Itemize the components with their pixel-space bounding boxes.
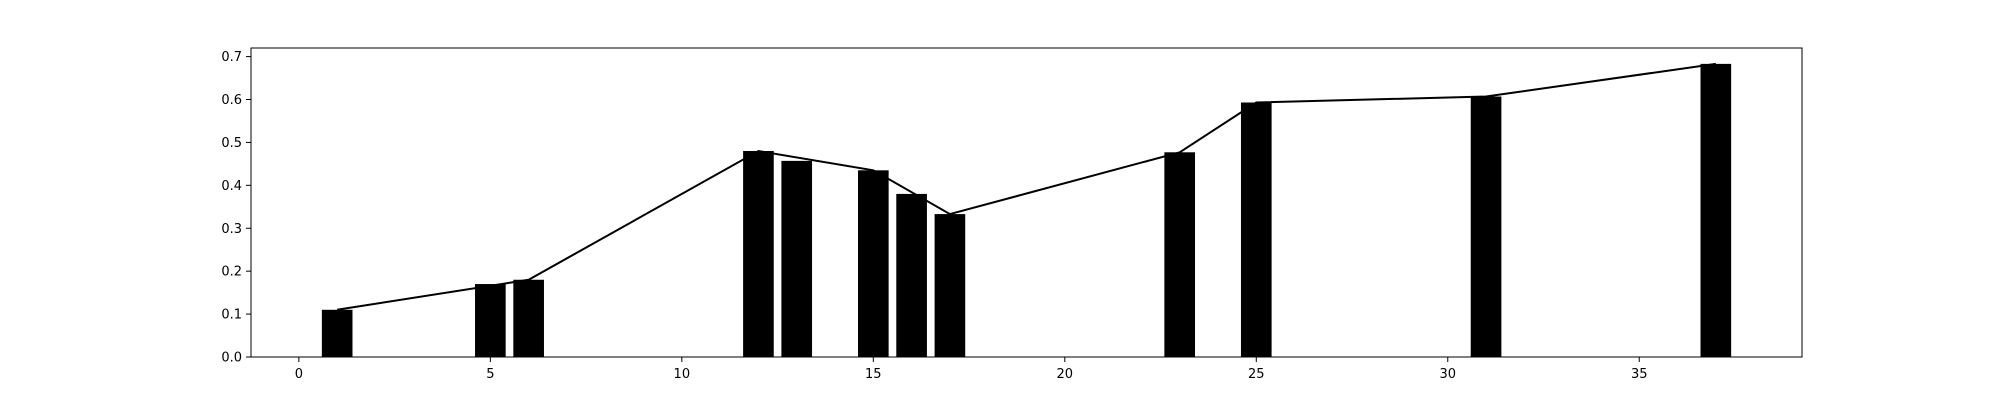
bar-5 (475, 284, 506, 357)
x-tick-label: 25 (1248, 367, 1265, 382)
bar-15 (858, 170, 889, 357)
y-tick-label: 0.2 (221, 265, 242, 280)
y-tick-label: 0.1 (221, 308, 242, 323)
bar-31 (1470, 96, 1502, 357)
y-tick-label: 0.5 (221, 136, 242, 151)
bar-25 (1240, 102, 1272, 357)
bar-37 (1700, 63, 1732, 357)
bar-23 (1164, 152, 1196, 357)
y-tick-label: 0.6 (221, 93, 242, 108)
y-tick-label: 0.3 (221, 222, 242, 237)
bar-6 (513, 279, 544, 357)
x-tick-label: 20 (1057, 367, 1074, 382)
line-layer (337, 62, 1716, 311)
y-axis: 0.0 0.1 0.2 0.3 0.4 0.5 0.6 0.7 (221, 50, 251, 366)
x-tick-label: 5 (486, 367, 494, 382)
plot-area-frame (250, 47, 1803, 358)
x-tick-label: 30 (1439, 367, 1456, 382)
x-axis: 0 5 10 15 20 25 30 35 (295, 357, 1648, 382)
x-tick-label: 15 (865, 367, 882, 382)
x-tick-label: 0 (295, 367, 303, 382)
bar-13 (781, 160, 813, 357)
bars-layer (321, 63, 1732, 357)
x-tick-label: 35 (1631, 367, 1648, 382)
bar-16 (896, 193, 927, 357)
x-tick-label: 10 (674, 367, 691, 382)
bar-17 (934, 214, 966, 357)
bar-12 (743, 151, 774, 357)
y-tick-label: 0.4 (221, 179, 242, 194)
bar-1 (321, 309, 353, 357)
y-tick-label: 0.0 (221, 351, 242, 366)
trend-line (337, 62, 1716, 311)
y-tick-label: 0.7 (221, 50, 242, 65)
